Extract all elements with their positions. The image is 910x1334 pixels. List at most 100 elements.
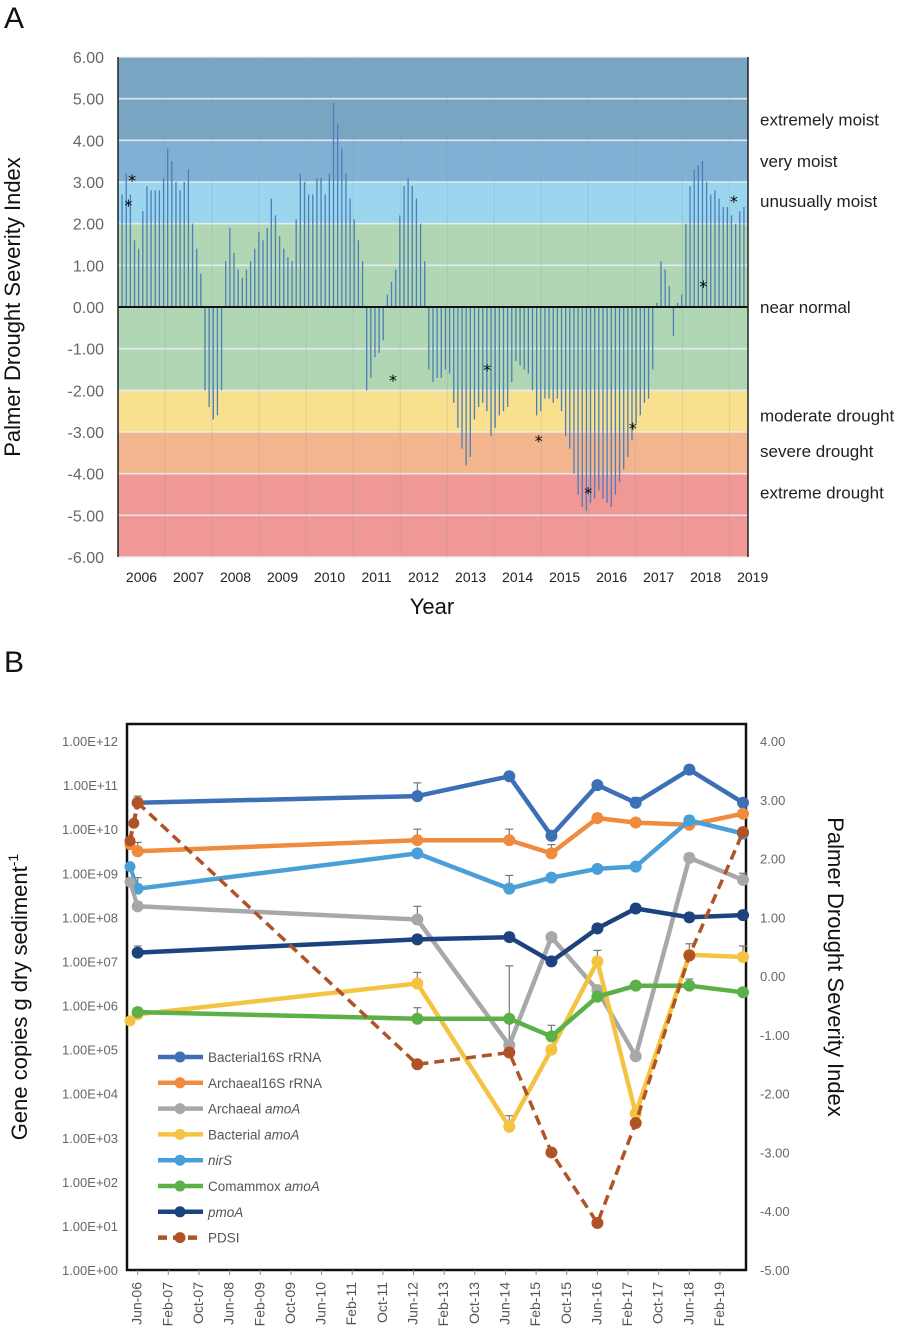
data-point xyxy=(629,1050,642,1063)
y-tick-label: 1.00E+01 xyxy=(62,1219,118,1234)
data-point xyxy=(503,882,516,895)
data-point xyxy=(411,1058,424,1071)
legend-item: Archaeal amoA xyxy=(158,1102,300,1117)
y-tick-label: 1.00E+09 xyxy=(62,866,118,881)
y-tick-label: 1.00E+08 xyxy=(62,910,118,925)
year-tick-label: 2015 xyxy=(549,569,580,585)
data-point xyxy=(591,862,604,875)
legend-label: PDSI xyxy=(208,1231,240,1246)
legend-swatch-marker xyxy=(174,1103,186,1115)
data-point xyxy=(411,790,424,803)
y-tick-label: 1.00E+12 xyxy=(62,734,118,749)
data-point xyxy=(503,1046,516,1059)
data-point xyxy=(629,979,642,992)
legend-item: Bacterial16S rRNA xyxy=(158,1050,321,1065)
data-point xyxy=(545,931,558,944)
data-point xyxy=(503,931,516,944)
year-tick-label: 2011 xyxy=(362,569,392,585)
band-very-moist xyxy=(118,140,748,182)
y-tick-label: -4.00 xyxy=(68,467,105,484)
x-tick-label: Feb-11 xyxy=(343,1282,359,1326)
y-tick-label: 1.00E+11 xyxy=(63,778,118,793)
y-tick-label: 1.00E+02 xyxy=(62,1175,118,1190)
data-point xyxy=(545,871,558,884)
data-point xyxy=(545,847,558,860)
data-point xyxy=(591,812,604,825)
data-point xyxy=(131,796,144,809)
category-label: extreme drought xyxy=(760,483,884,502)
series-archaeal16s-rrna xyxy=(124,807,749,860)
legend-label: Archaeal amoA xyxy=(208,1102,300,1117)
series-nirs xyxy=(124,814,749,895)
data-point xyxy=(629,796,642,809)
data-point xyxy=(411,847,424,860)
data-point xyxy=(737,951,749,964)
legend-item: nirS xyxy=(158,1153,232,1168)
pdsi-axes xyxy=(117,57,749,557)
x-tick-label: Feb-13 xyxy=(435,1282,451,1327)
year-tick-label: 2009 xyxy=(267,569,298,585)
year-tick-label: 2007 xyxy=(173,569,204,585)
sampling-marker: * xyxy=(483,361,491,380)
series-line xyxy=(137,811,744,856)
data-point xyxy=(503,834,516,847)
data-point xyxy=(737,873,749,886)
data-point xyxy=(545,1043,558,1056)
data-point xyxy=(591,922,604,935)
category-label: extremely moist xyxy=(760,111,879,130)
year-tick-label: 2012 xyxy=(408,569,439,585)
pdsi-right-axis-title: Palmer Drought Severity Index xyxy=(823,817,848,1117)
y2-tick-label: -5.00 xyxy=(760,1263,790,1278)
data-point xyxy=(591,779,604,792)
category-label: unusually moist xyxy=(760,192,877,211)
data-point xyxy=(545,1146,558,1159)
series-pdsi xyxy=(124,796,749,1229)
data-point xyxy=(629,816,642,829)
sampling-marker: * xyxy=(124,196,132,215)
x-tick-label: Oct-11 xyxy=(374,1282,390,1323)
y-tick-label: 3.00 xyxy=(73,175,104,192)
data-point xyxy=(131,900,144,913)
data-point xyxy=(411,834,424,847)
pdsi-gridlines xyxy=(118,56,748,558)
y-tick-label: 1.00E+10 xyxy=(62,822,118,837)
data-point xyxy=(629,1117,642,1130)
gene-series xyxy=(124,763,749,1229)
y-tick-label: 6.00 xyxy=(73,50,104,67)
date-x-ticks: Jun-06 Feb-07 Oct-07 Jun-08 Feb-09 Oct-09 Jun-… xyxy=(129,1270,727,1326)
band-unusually-moist xyxy=(118,182,748,224)
data-point xyxy=(124,876,136,888)
y-tick-label: 1.00E+04 xyxy=(62,1087,118,1102)
pdsi-y-axis-title: Palmer Drought Severity Index xyxy=(0,157,25,457)
data-point xyxy=(737,909,749,922)
year-tick-label: 2016 xyxy=(596,569,627,585)
legend-swatch-marker xyxy=(174,1154,186,1166)
data-point xyxy=(683,814,696,827)
series-line xyxy=(137,906,744,964)
y-tick-label: 5.00 xyxy=(73,92,104,109)
x-tick-label: Feb-15 xyxy=(527,1282,543,1327)
year-tick-label: 2014 xyxy=(502,569,533,585)
x-tick-label: Oct-15 xyxy=(558,1282,574,1324)
data-point xyxy=(545,1030,558,1043)
x-tick-label: Feb-07 xyxy=(159,1282,175,1327)
legend-label: Comammox amoA xyxy=(208,1179,320,1194)
data-point xyxy=(683,911,696,924)
data-point xyxy=(131,946,144,959)
sampling-marker: * xyxy=(699,277,707,296)
y-tick-label: -3.00 xyxy=(68,425,105,442)
pdsi-x-axis-title: Year xyxy=(410,594,454,619)
data-point xyxy=(737,986,749,999)
legend-swatch-marker xyxy=(174,1077,186,1089)
x-tick-label: Jun-14 xyxy=(496,1282,512,1325)
y2-tick-label: 4.00 xyxy=(760,734,785,749)
legend-item: Archaeal16S rRNA xyxy=(158,1076,322,1091)
y-tick-label: 1.00E+00 xyxy=(62,1263,118,1278)
data-point xyxy=(629,902,642,915)
gene-copies-y-ticks: 1.00E+12 1.00E+11 1.00E+10 1.00E+09 1.00E+08… xyxy=(62,734,118,1278)
x-tick-label: Jun-12 xyxy=(405,1282,421,1325)
y-tick-label: 4.00 xyxy=(73,133,104,150)
x-tick-label: Oct-13 xyxy=(466,1282,482,1324)
category-label: moderate drought xyxy=(760,406,894,425)
x-tick-label: Feb-09 xyxy=(251,1282,267,1327)
